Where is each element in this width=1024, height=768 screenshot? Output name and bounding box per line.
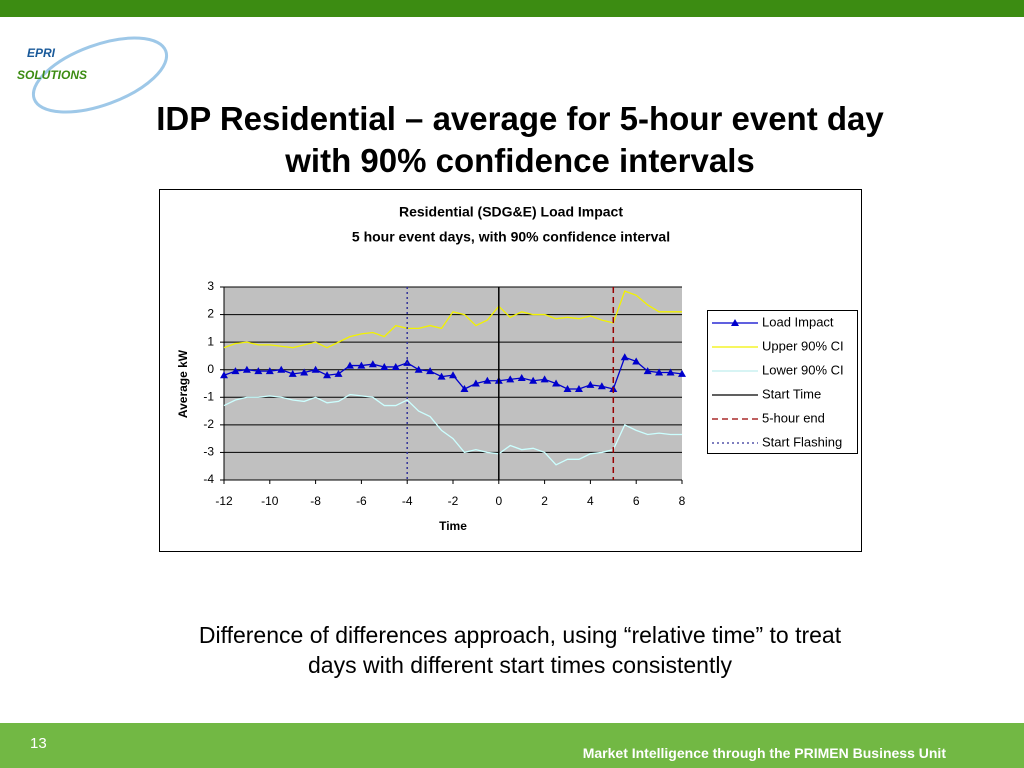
caption: Difference of differences approach, usin…	[0, 620, 1024, 680]
marker	[311, 365, 320, 373]
marker	[288, 369, 297, 377]
marker	[426, 367, 435, 375]
marker	[460, 385, 469, 393]
legend	[707, 310, 858, 454]
marker	[323, 371, 332, 379]
marker	[220, 371, 228, 379]
y-tick-label: -1	[203, 389, 214, 403]
x-tick-label: 6	[633, 494, 640, 508]
y-tick-label: 0	[207, 362, 214, 376]
marker	[529, 376, 538, 384]
legend-label: Lower 90% CI	[762, 362, 844, 377]
top-band	[0, 0, 1024, 17]
footer: Market Intelligence through the PRIMEN B…	[582, 745, 946, 761]
chart-subtitle: 5 hour event days, with 90% confidence i…	[352, 229, 670, 245]
marker	[597, 382, 606, 390]
marker	[437, 372, 446, 380]
caption-line: days with different start times consiste…	[308, 652, 732, 678]
logo-bottom: SOLUTIONS	[17, 68, 87, 82]
marker	[265, 367, 274, 375]
marker	[334, 369, 343, 377]
marker	[254, 367, 263, 375]
marker	[357, 361, 366, 369]
bottom-band	[0, 723, 1024, 768]
marker	[563, 385, 572, 393]
x-axis-label: Time	[439, 519, 467, 533]
marker	[345, 361, 354, 369]
slide-title: IDP Residential – average for 5-hour eve…	[0, 98, 1024, 182]
legend-label: Upper 90% CI	[762, 338, 844, 353]
marker	[277, 365, 286, 373]
y-tick-label: 3	[207, 279, 214, 293]
marker	[483, 376, 492, 384]
plot-area	[224, 287, 682, 480]
marker	[643, 367, 652, 375]
marker	[300, 368, 309, 376]
marker	[231, 367, 240, 375]
marker	[242, 365, 251, 373]
x-tick-label: 4	[587, 494, 594, 508]
logo: EPRI SOLUTIONS	[17, 36, 169, 114]
y-tick-label: -3	[203, 445, 214, 459]
title-line: with 90% confidence intervals	[285, 142, 755, 179]
x-tick-label: -2	[448, 494, 459, 508]
y-tick-label: -2	[203, 417, 214, 431]
marker	[506, 375, 515, 383]
marker	[632, 357, 641, 365]
y-tick-label: 2	[207, 307, 214, 321]
legend-label: Load Impact	[762, 314, 834, 329]
marker	[620, 353, 629, 361]
x-tick-label: -12	[215, 494, 233, 508]
legend-marker	[731, 319, 739, 326]
x-tick-label: -6	[356, 494, 367, 508]
series-line	[223, 290, 682, 349]
x-tick-label: -10	[261, 494, 279, 508]
logo-swoosh	[31, 36, 169, 114]
series-line	[223, 393, 682, 466]
marker	[368, 360, 377, 368]
y-tick-label: 1	[207, 334, 214, 348]
marker	[391, 362, 400, 370]
marker	[414, 365, 423, 373]
x-tick-label: -4	[402, 494, 413, 508]
caption-line: Difference of differences approach, usin…	[198, 622, 842, 648]
chart-title: Residential (SDG&E) Load Impact	[399, 204, 623, 220]
page-number: 13	[30, 735, 47, 752]
marker	[380, 362, 389, 370]
marker	[552, 379, 561, 387]
x-tick-label: 2	[541, 494, 548, 508]
marker	[655, 368, 664, 376]
x-tick-label: 0	[495, 494, 502, 508]
marker	[449, 371, 457, 379]
x-tick-label: -8	[310, 494, 321, 508]
y-tick-label: -4	[203, 472, 214, 486]
marker	[586, 380, 595, 388]
marker	[678, 369, 686, 377]
logo-top: EPRI	[27, 46, 56, 60]
title-line: IDP Residential – average for 5-hour eve…	[156, 100, 884, 137]
marker	[540, 375, 549, 383]
marker	[471, 379, 480, 387]
marker	[517, 373, 526, 381]
marker	[666, 368, 675, 376]
legend-label: Start Flashing	[762, 434, 842, 449]
legend-label: Start Time	[762, 386, 821, 401]
marker	[574, 385, 583, 393]
legend-label: 5-hour end	[762, 410, 825, 425]
x-tick-label: 8	[679, 494, 686, 508]
y-axis-label: Average kW	[176, 349, 190, 418]
